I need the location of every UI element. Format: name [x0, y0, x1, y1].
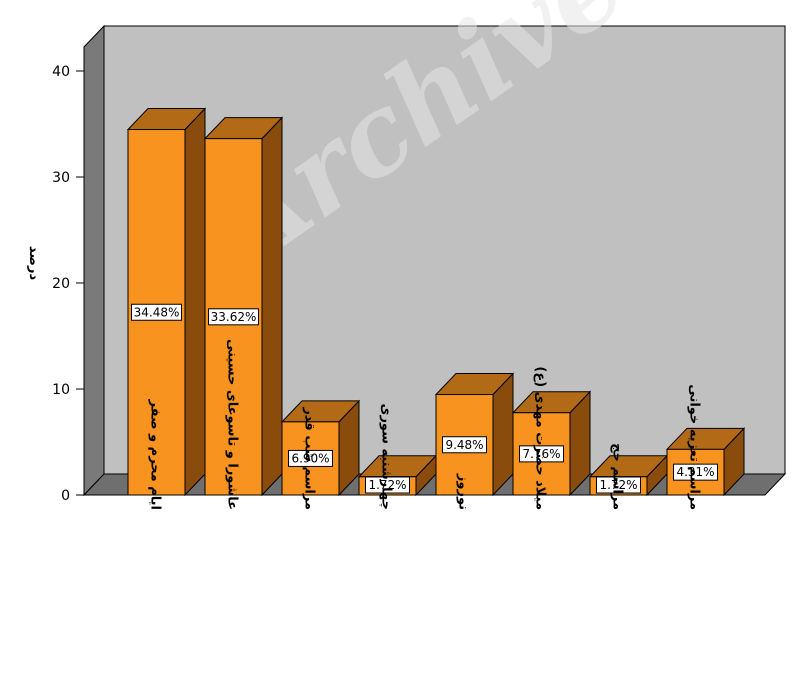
category-label: میلاد حضرت مهدی (ع) — [533, 366, 548, 510]
bar: 1.72% — [357, 454, 438, 497]
bar-side — [261, 116, 283, 497]
data-label-box — [519, 445, 564, 463]
category-label: نوروز — [456, 473, 471, 510]
bar: 1.72% — [588, 454, 669, 497]
data-label: 7.76% — [522, 447, 560, 461]
y-tick-label: 30 — [52, 170, 70, 186]
category-label: مراسم حج — [610, 443, 625, 510]
data-label-box — [442, 436, 487, 454]
data-label: 9.48% — [445, 438, 483, 452]
bar: 4.31% — [665, 427, 746, 497]
category-label: مراسم شب قدر — [302, 406, 317, 510]
y-tick-label: 40 — [52, 64, 70, 80]
data-label: 33.62% — [211, 310, 257, 324]
y-tick-label: 10 — [52, 382, 70, 398]
data-label-box — [208, 308, 259, 326]
bar-side — [184, 107, 206, 497]
y-tick-label: 20 — [52, 276, 70, 292]
bar: 9.48% — [434, 372, 515, 497]
bar: 7.76% — [511, 390, 592, 497]
data-label-box — [365, 476, 410, 494]
data-label-box — [673, 463, 718, 481]
bar: 6.90% — [280, 399, 361, 497]
y-axis-label: درصد — [26, 246, 41, 281]
bar: 33.62% — [203, 116, 284, 497]
side-wall — [83, 24, 105, 497]
data-label-box — [288, 449, 333, 467]
data-label: 6.90% — [291, 451, 329, 465]
category-label: عاشورا و تاسوعای حسینی — [225, 339, 240, 510]
data-label-box — [596, 476, 641, 494]
category-label: مراسم تعزیه خوانی — [687, 384, 702, 510]
category-label: ایام محرم و صفر — [148, 399, 163, 510]
data-label: 4.31% — [676, 465, 714, 479]
data-label: 1.72% — [599, 478, 637, 492]
data-label: 1.72% — [368, 478, 406, 492]
y-tick-label: 0 — [61, 488, 70, 504]
bar: 34.48% — [126, 107, 207, 497]
data-label: 34.48% — [134, 305, 180, 319]
data-label-box — [131, 303, 182, 321]
category-label: چهارشنبه سوری — [379, 404, 394, 510]
